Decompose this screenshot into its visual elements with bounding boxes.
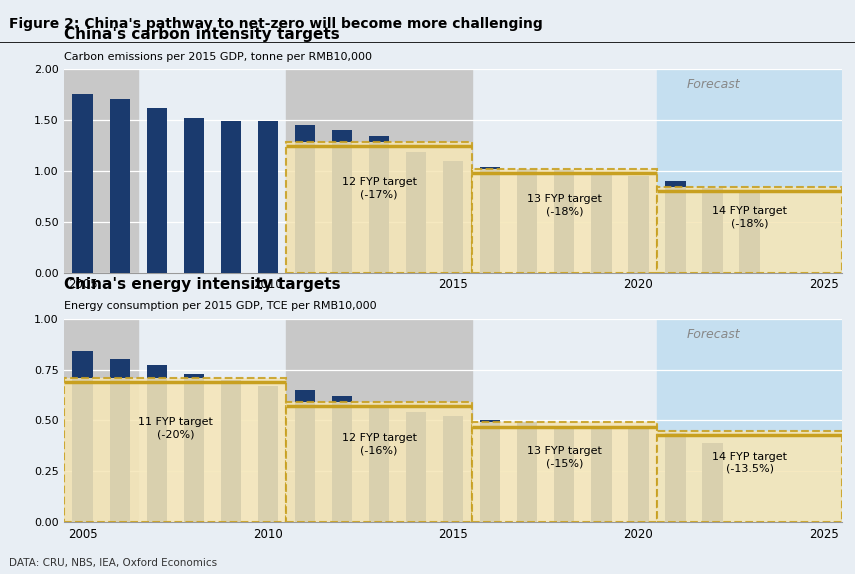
Bar xyxy=(73,351,93,522)
Bar xyxy=(257,121,278,273)
Bar xyxy=(740,193,760,273)
Bar xyxy=(332,130,352,273)
Bar xyxy=(184,374,204,522)
Text: 14 FYP target
(-13.5%): 14 FYP target (-13.5%) xyxy=(712,452,787,474)
Text: Figure 2: China's pathway to net-zero will become more challenging: Figure 2: China's pathway to net-zero wi… xyxy=(9,17,542,30)
Bar xyxy=(657,69,842,273)
Bar xyxy=(480,166,500,273)
Bar xyxy=(64,378,286,522)
Bar xyxy=(443,416,463,522)
Bar xyxy=(657,187,842,273)
Bar xyxy=(665,181,686,273)
Bar xyxy=(146,366,167,522)
Text: Forecast: Forecast xyxy=(687,328,740,341)
Bar xyxy=(221,121,241,273)
Text: 11 FYP target
(-20%): 11 FYP target (-20%) xyxy=(138,417,213,440)
Text: Forecast: Forecast xyxy=(687,78,740,91)
Text: Energy consumption per 2015 GDP, TCE per RMB10,000: Energy consumption per 2015 GDP, TCE per… xyxy=(64,301,377,312)
Bar xyxy=(443,161,463,273)
Bar xyxy=(554,170,575,273)
Bar xyxy=(591,174,611,273)
Bar xyxy=(64,69,139,273)
Bar xyxy=(109,99,130,273)
Text: 12 FYP target
(-17%): 12 FYP target (-17%) xyxy=(341,177,416,199)
Text: 13 FYP target
(-18%): 13 FYP target (-18%) xyxy=(527,194,602,216)
Bar xyxy=(517,169,538,273)
Bar xyxy=(480,420,500,522)
Bar xyxy=(702,188,722,273)
Text: 12 FYP target
(-16%): 12 FYP target (-16%) xyxy=(341,433,416,455)
Bar xyxy=(221,380,241,522)
Bar xyxy=(257,386,278,522)
Bar xyxy=(286,402,472,522)
Text: 13 FYP target
(-15%): 13 FYP target (-15%) xyxy=(527,446,602,468)
Bar xyxy=(286,142,472,273)
Bar xyxy=(184,118,204,273)
Bar xyxy=(286,69,472,273)
Bar xyxy=(517,422,538,522)
Bar xyxy=(73,94,93,273)
Bar xyxy=(295,125,315,273)
Bar xyxy=(628,176,649,273)
Bar xyxy=(591,429,611,522)
Bar xyxy=(109,359,130,522)
Bar xyxy=(702,443,722,522)
Bar xyxy=(406,412,427,522)
Text: China's carbon intensity targets: China's carbon intensity targets xyxy=(64,28,340,42)
Text: China's energy intensity targets: China's energy intensity targets xyxy=(64,277,341,292)
Bar xyxy=(472,422,657,522)
Text: 14 FYP target
(-18%): 14 FYP target (-18%) xyxy=(712,206,787,228)
Bar xyxy=(406,153,427,273)
Bar xyxy=(286,319,472,522)
Bar xyxy=(146,107,167,273)
Bar xyxy=(665,433,686,522)
Bar xyxy=(369,406,389,522)
Text: DATA: CRU, NBS, IEA, Oxford Economics: DATA: CRU, NBS, IEA, Oxford Economics xyxy=(9,559,216,568)
Bar xyxy=(64,319,139,522)
Bar xyxy=(369,136,389,273)
Bar xyxy=(554,426,575,522)
Bar xyxy=(657,430,842,522)
Bar xyxy=(332,396,352,522)
Bar xyxy=(657,319,842,522)
Bar xyxy=(628,426,649,522)
Bar xyxy=(295,390,315,522)
Bar xyxy=(472,169,657,273)
Text: Carbon emissions per 2015 GDP, tonne per RMB10,000: Carbon emissions per 2015 GDP, tonne per… xyxy=(64,52,372,62)
